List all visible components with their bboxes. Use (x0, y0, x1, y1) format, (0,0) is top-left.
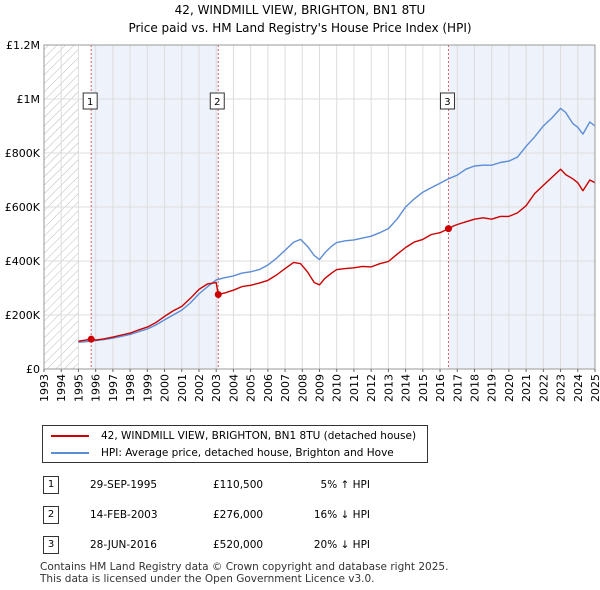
x-tick-label: 2024 (572, 374, 585, 402)
x-tick-label: 2004 (227, 374, 240, 402)
sale-label-number: 2 (214, 97, 220, 108)
legend: 42, WINDMILL VIEW, BRIGHTON, BN1 8TU (de… (42, 425, 428, 463)
sale-row: 3 28-JUN-2016 £520,000 20% ↓ HPI (0, 535, 600, 555)
x-tick-label: 2015 (417, 374, 430, 402)
y-tick-label: £200K (5, 309, 41, 322)
plot-area: 1 2 3 £0 £200K £400K £600K £800K £1M £1.2M 1993 199… (5, 39, 600, 402)
x-tick-label: 2012 (365, 374, 378, 402)
x-tick-label: 1995 (72, 374, 85, 402)
x-tick-label: 2003 (210, 374, 223, 402)
sale-number-badge: 2 (43, 506, 59, 524)
sale-label-box (439, 92, 455, 110)
legend-item-property: 42, WINDMILL VIEW, BRIGHTON, BN1 8TU (de… (51, 428, 416, 444)
x-tick-label: 1999 (141, 374, 154, 402)
legend-label-hpi: HPI: Average price, detached house, Brig… (101, 447, 394, 459)
x-tick-label: 2009 (314, 374, 327, 402)
x-tick-label: 2025 (589, 374, 600, 402)
x-tick-label: 2016 (434, 374, 447, 402)
property-price-line (78, 168, 596, 342)
x-tick-label: 2022 (537, 374, 550, 402)
x-tick-label: 2011 (348, 374, 361, 402)
y-tick-label: £1.2M (6, 39, 40, 52)
sale-point (214, 290, 222, 298)
sale-point (444, 225, 452, 233)
sale-price: £110,500 (213, 479, 264, 491)
sale-label-number: 3 (444, 97, 450, 108)
footer-line-copyright: Contains HM Land Registry data © Crown c… (40, 561, 449, 573)
sale-hpi-change: 5% ↑ HPI (320, 479, 370, 491)
y-tick-label: £600K (5, 201, 41, 214)
chart-title: 42, WINDMILL VIEW, BRIGHTON, BN1 8TU (175, 3, 426, 17)
x-tick-label: 2002 (193, 374, 206, 402)
sale-date: 29-SEP-1995 (90, 479, 158, 491)
x-tick-label: 2023 (555, 374, 568, 402)
sale-row: 2 14-FEB-2003 £276,000 16% ↓ HPI (0, 505, 600, 525)
x-tick-label: 2008 (296, 374, 309, 402)
y-tick-label: £0 (26, 363, 40, 376)
x-tick-label: 2013 (382, 374, 395, 402)
x-tick-label: 1993 (38, 374, 51, 402)
hpi-line (78, 107, 596, 343)
x-tick-label: 2018 (468, 374, 481, 402)
legend-line-blue (51, 452, 89, 454)
x-tick-label: 1997 (107, 374, 120, 402)
x-tick-label: 2014 (400, 374, 413, 402)
x-tick-label: 1996 (90, 374, 103, 402)
legend-line-red (51, 435, 89, 437)
chart-subtitle: Price paid vs. HM Land Registry's House … (128, 21, 471, 35)
sale-number-badge: 1 (43, 476, 59, 494)
footer-attribution: Contains HM Land Registry data © Crown c… (40, 561, 448, 585)
sale-hpi-change: 20% ↓ HPI (313, 539, 370, 551)
x-tick-label: 2021 (520, 374, 533, 402)
x-tick-label: 2000 (159, 374, 172, 402)
sale-price: £276,000 (213, 509, 264, 521)
x-tick-label: 2001 (176, 374, 189, 402)
x-tick-label: 2007 (279, 374, 292, 402)
sale-label-box (82, 92, 98, 110)
legend-item-hpi: HPI: Average price, detached house, Brig… (51, 445, 394, 461)
sale-date: 28-JUN-2016 (90, 539, 157, 551)
legend-label-property: 42, WINDMILL VIEW, BRIGHTON, BN1 8TU (de… (101, 430, 417, 442)
x-tick-label: 2017 (451, 374, 464, 402)
x-tick-label: 1994 (55, 374, 68, 402)
x-tick-label: 2005 (245, 374, 258, 402)
x-tick-label: 2019 (486, 374, 499, 402)
y-tick-label: £400K (5, 255, 41, 268)
sale-number-badge: 3 (43, 536, 59, 554)
sale-price: £520,000 (213, 539, 264, 551)
sale-row: 1 29-SEP-1995 £110,500 5% ↑ HPI (0, 475, 600, 495)
y-tick-label: £800K (5, 147, 41, 160)
x-tick-label: 2020 (503, 374, 516, 402)
y-tick-label: £1M (17, 93, 41, 106)
sale-hpi-change: 16% ↓ HPI (313, 509, 370, 521)
sale-label-box (209, 92, 225, 110)
price-chart: 42, WINDMILL VIEW, BRIGHTON, BN1 8TU Pri… (5, 3, 600, 402)
sale-point (87, 335, 95, 343)
sale-date: 14-FEB-2003 (90, 509, 158, 521)
x-tick-label: 1998 (124, 374, 137, 402)
x-tick-label: 2010 (331, 374, 344, 402)
x-tick-label: 2006 (262, 374, 275, 402)
footer-line-licence: This data is licensed under the Open Gov… (40, 573, 375, 585)
sale-label-number: 1 (87, 97, 93, 108)
